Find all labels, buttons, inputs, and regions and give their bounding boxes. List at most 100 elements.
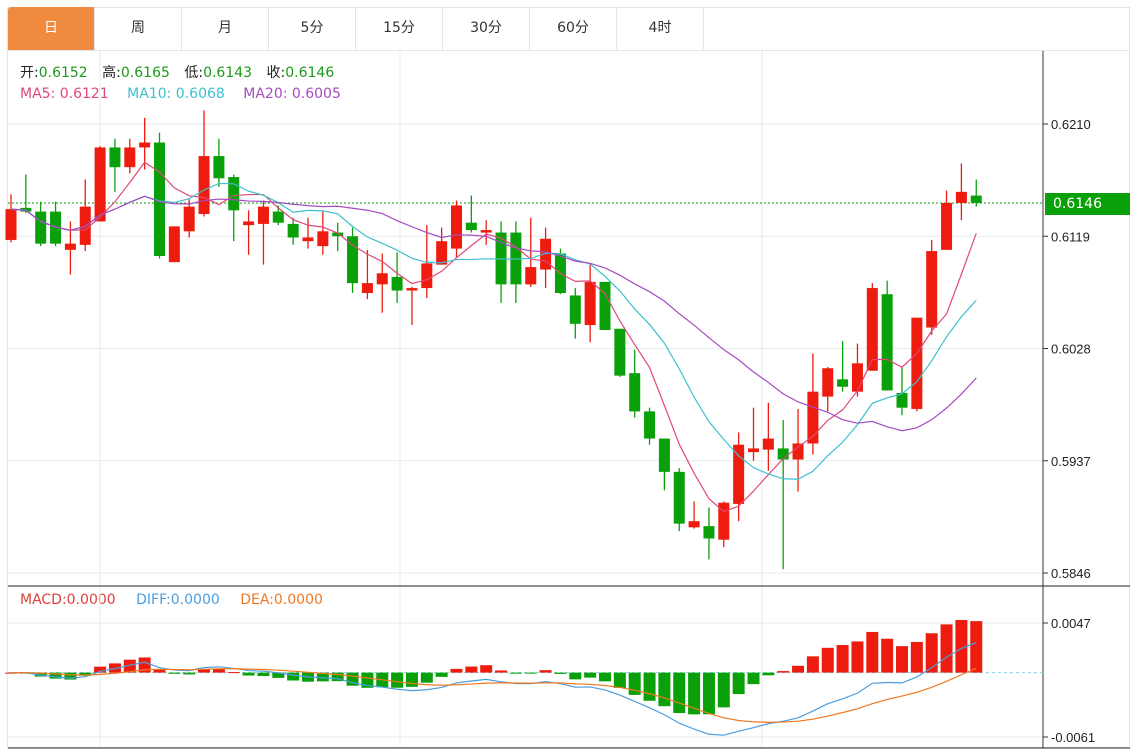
candle-down <box>569 295 581 324</box>
macd-bar <box>79 672 92 676</box>
macd-bar <box>435 672 448 677</box>
candle-down <box>272 211 284 223</box>
macd-bar <box>331 672 344 682</box>
macd-bar <box>361 672 374 688</box>
macd-bar <box>123 659 136 673</box>
candle-up <box>480 230 492 233</box>
candle-up <box>406 288 418 291</box>
macd-bar <box>49 672 62 679</box>
ma10-value: MA10: 0.6068 <box>127 86 225 102</box>
price-tick-label: 0.6119 <box>1051 229 1090 244</box>
high-label: 高: <box>102 65 121 81</box>
candle-down <box>703 526 715 539</box>
ma20-value: MA20: 0.6005 <box>243 86 341 102</box>
macd-info: MACD:0.0000 DIFF:0.0000 DEA:0.0000 <box>20 592 333 608</box>
candle-down <box>599 281 611 330</box>
tab-5[interactable]: 30分 <box>443 7 530 50</box>
candle-down <box>213 156 225 179</box>
candle-down <box>154 142 165 256</box>
candle-down <box>510 232 522 285</box>
divider <box>8 50 1130 51</box>
dea-line <box>10 667 977 723</box>
macd-bar <box>599 672 611 682</box>
candle-up <box>822 368 834 397</box>
candle-up <box>168 226 180 263</box>
tab-3[interactable]: 5分 <box>269 7 356 50</box>
macd-bar <box>910 641 923 673</box>
candle-down <box>109 147 121 168</box>
tab-6[interactable]: 60分 <box>530 7 617 50</box>
macd-bar <box>584 672 597 678</box>
macd-bar <box>777 671 790 673</box>
candle-down <box>644 411 656 439</box>
candle-up <box>762 438 774 450</box>
candle-up <box>64 243 76 250</box>
candle-up <box>5 209 17 240</box>
macd-bar <box>925 633 938 673</box>
price-tick-label: 0.6028 <box>1051 342 1091 357</box>
tab-0[interactable]: 日 <box>8 7 95 50</box>
open-value: 0.6152 <box>38 65 88 81</box>
macd-bar <box>613 672 626 688</box>
candle-down <box>970 195 982 203</box>
candle-up <box>436 241 448 265</box>
candle-up <box>94 147 106 222</box>
macd-bar <box>287 672 300 681</box>
macd-bar <box>539 670 552 673</box>
macd-bar <box>450 668 463 673</box>
tab-4[interactable]: 15分 <box>356 7 443 50</box>
candle-up <box>733 444 745 504</box>
price-tick-label: 0.5937 <box>1051 454 1091 469</box>
candle-up <box>451 205 462 249</box>
candle-up <box>926 251 938 328</box>
macd-bar <box>212 668 225 673</box>
candle-up <box>361 283 373 293</box>
macd-bar <box>138 657 151 673</box>
ma20-line <box>10 195 977 432</box>
candle-up <box>911 317 923 409</box>
tab-2[interactable]: 月 <box>182 7 269 50</box>
macd-bar <box>688 672 701 715</box>
candle-down <box>50 211 62 244</box>
open-label: 开: <box>20 65 39 81</box>
tab-1[interactable]: 周 <box>95 7 182 50</box>
macd-bar <box>821 647 834 673</box>
macd-bar <box>762 672 775 676</box>
macd-bar <box>643 672 656 701</box>
macd-bar <box>792 665 805 673</box>
macd-bar <box>970 621 983 673</box>
ma10-line <box>10 182 977 480</box>
period-tabs: 日周月 5分 15分 30分 60分 4时 <box>8 7 704 50</box>
macd-bar <box>94 666 107 673</box>
tab-7[interactable]: 4时 <box>617 7 704 50</box>
macd-bar <box>420 672 433 683</box>
macd-bar <box>955 619 968 673</box>
candle-down <box>20 207 32 212</box>
candle-up <box>807 391 819 444</box>
macd-bar <box>198 669 211 673</box>
candle-down <box>332 232 344 237</box>
macd-bar <box>673 672 686 714</box>
candle-up <box>302 237 314 242</box>
macd-bar <box>554 672 567 674</box>
candle-up <box>792 443 804 460</box>
candle-up <box>955 191 967 203</box>
price-tick-label: 0.6210 <box>1051 117 1091 132</box>
macd-bar <box>480 665 493 673</box>
candle-up <box>257 206 269 224</box>
low-label: 低: <box>184 65 204 81</box>
candle-down <box>881 294 893 391</box>
candle-up <box>540 238 552 270</box>
macd-bar <box>108 663 121 673</box>
candle-up <box>866 288 878 371</box>
diff-value: DIFF:0.0000 <box>136 592 220 608</box>
macd-bar <box>495 670 508 673</box>
macd-bar <box>866 631 879 673</box>
macd-bar <box>747 672 760 685</box>
macd-bar <box>316 672 329 682</box>
macd-bar <box>658 672 671 707</box>
candle-down <box>837 379 849 387</box>
macd-bar <box>851 641 864 673</box>
macd-bar <box>896 646 908 673</box>
